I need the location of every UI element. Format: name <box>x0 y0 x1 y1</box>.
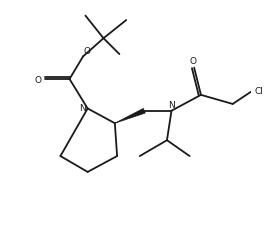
Text: O: O <box>189 57 197 66</box>
Text: Cl: Cl <box>255 86 264 95</box>
Text: N: N <box>79 103 86 112</box>
Text: N: N <box>168 101 175 109</box>
Text: O: O <box>84 46 90 55</box>
Text: O: O <box>35 75 42 84</box>
Polygon shape <box>115 109 145 124</box>
